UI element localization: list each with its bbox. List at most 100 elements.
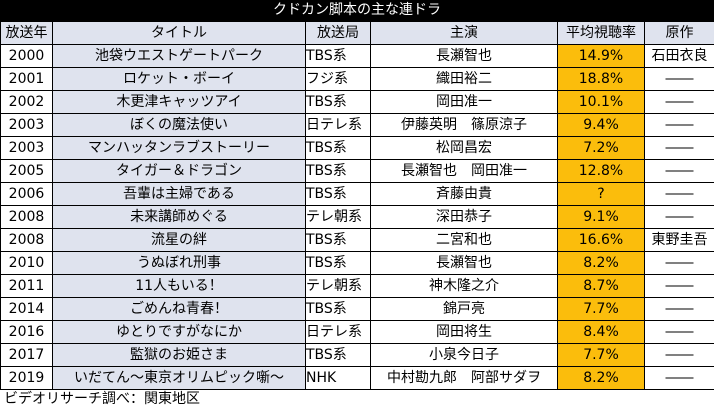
cell-cast: 長瀬智也 [370, 44, 558, 68]
table-row: 2006 吾輩は主婦である TBS系 斉藤由貴? ―― [0, 182, 714, 206]
drama-table: 放送年 タイトル 放送局 主演 平均視聴率 原作 2000 池袋ウエストゲートパー… [0, 21, 714, 390]
cell-network: TBS系 [305, 159, 371, 183]
cell-title: 11人もいる！ [52, 274, 306, 298]
cell-cast: 神木隆之介 [370, 274, 558, 298]
table-title: クドカン脚本の主な連ドラ [0, 0, 714, 21]
cell-original: ―― [644, 297, 714, 321]
cell-year: 2003 [0, 136, 53, 160]
cell-title: ゆとりですがなにか [52, 320, 306, 344]
cell-original: ―― [644, 159, 714, 183]
cell-year: 2000 [0, 44, 53, 68]
cell-cast: 深田恭子 [370, 205, 558, 229]
cell-rating: 18.8% [557, 67, 645, 91]
cell-title: 吾輩は主婦である [52, 182, 306, 206]
cell-title: 監獄のお姫さま [52, 343, 306, 367]
cell-year: 2002 [0, 90, 53, 114]
cell-original: ―― [644, 67, 714, 91]
cell-cast: 錦戸亮 [370, 297, 558, 321]
cell-title: ごめんね青春！ [52, 297, 306, 321]
table-row: 2008 流星の絆 TBS系 二宮和也 16.6% 東野圭吾 [0, 228, 714, 252]
cell-network: 日テレ系 [305, 320, 371, 344]
cell-title: うぬぼれ刑事 [52, 251, 306, 275]
cell-original: ―― [644, 343, 714, 367]
cell-rating: 16.6% [557, 228, 645, 252]
cell-rating: 9.4% [557, 113, 645, 137]
cell-network: TBS系 [305, 182, 371, 206]
cell-rating: 8.2% [557, 366, 645, 390]
cell-original: ―― [644, 90, 714, 114]
cell-year: 2017 [0, 343, 53, 367]
table-row: 2017 監獄のお姫さま TBS系 小泉今日子 7.7% ―― [0, 343, 714, 367]
table-row: 2005 タイガー＆ドラゴン TBS系 長瀬智也 岡田准一 12.8% ―― [0, 159, 714, 183]
cell-title: タイガー＆ドラゴン [52, 159, 306, 183]
cell-network: TBS系 [305, 44, 371, 68]
cell-cast: 小泉今日子 [370, 343, 558, 367]
cell-rating: 12.8% [557, 159, 645, 183]
table-row: 2001 ロケット・ボーイ フジ系 織田裕二 18.8% ―― [0, 67, 714, 91]
cell-cast: 斉藤由貴 [370, 182, 558, 206]
cell-year: 2006 [0, 182, 53, 206]
cell-cast: 長瀬智也 岡田准一 [370, 159, 558, 183]
cell-network: TBS系 [305, 343, 371, 367]
cell-network: NHK [305, 366, 371, 390]
cell-rating: 8.2% [557, 251, 645, 275]
cell-network: TBS系 [305, 297, 371, 321]
cell-title: マンハッタンラブストーリー [52, 136, 306, 160]
cell-title: ぼくの魔法使い [52, 113, 306, 137]
cell-cast: 伊藤英明 篠原涼子 [370, 113, 558, 137]
cell-cast: 織田裕二 [370, 67, 558, 91]
cell-network: TBS系 [305, 228, 371, 252]
cell-year: 2008 [0, 205, 53, 229]
cell-title: 木更津キャッツアイ [52, 90, 306, 114]
cell-year: 2003 [0, 113, 53, 137]
cell-original: ―― [644, 113, 714, 137]
cell-rating: 10.1% [557, 90, 645, 114]
source-note: ビデオリサーチ調べ：関東地区 [4, 391, 200, 407]
cell-year: 2010 [0, 251, 53, 275]
cell-network: フジ系 [305, 67, 371, 91]
cell-original: ―― [644, 366, 714, 390]
header-rating: 平均視聴率 [557, 21, 645, 45]
cell-year: 2005 [0, 159, 53, 183]
header-original: 原作 [644, 21, 714, 45]
cell-original: 石田衣良 [644, 44, 714, 68]
table-row: 2003 ぼくの魔法使い 日テレ系 伊藤英明 篠原涼子 9.4% ―― [0, 113, 714, 137]
table-row: 2016 ゆとりですがなにか 日テレ系 岡田将生 8.4% ―― [0, 320, 714, 344]
cell-cast: 松岡昌宏 [370, 136, 558, 160]
cell-cast: 岡田准一 [370, 90, 558, 114]
cell-original: 東野圭吾 [644, 228, 714, 252]
cell-rating: 7.7% [557, 343, 645, 367]
cell-rating: 8.7% [557, 274, 645, 298]
header-title: タイトル [52, 21, 306, 45]
table-row: 2002 木更津キャッツアイ TBS系 岡田准一 10.1% ―― [0, 90, 714, 114]
cell-network: TBS系 [305, 251, 371, 275]
cell-cast: 長瀬智也 [370, 251, 558, 275]
cell-title: いだてん～東京オリムピック噺～ [52, 366, 306, 390]
cell-cast: 中村勘九郎 阿部サダヲ [370, 366, 558, 390]
cell-year: 2008 [0, 228, 53, 252]
cell-title: 池袋ウエストゲートパーク [52, 44, 306, 68]
cell-year: 2001 [0, 67, 53, 91]
cell-title: 未来講師めぐる [52, 205, 306, 229]
cell-network: テレ朝系 [305, 205, 371, 229]
table-row: 2000 池袋ウエストゲートパーク TBS系 長瀬智也 14.9% 石田衣良 [0, 44, 714, 68]
table-row: 2008 未来講師めぐる テレ朝系 深田恭子 9.1% ―― [0, 205, 714, 229]
cell-rating: 14.9% [557, 44, 645, 68]
table-row: 2019 いだてん～東京オリムピック噺～ NHK 中村勘九郎 阿部サダヲ 8.2% ―― [0, 366, 714, 390]
cell-rating: 7.2% [557, 136, 645, 160]
cell-original: ―― [644, 205, 714, 229]
cell-original: ―― [644, 274, 714, 298]
table-row: 2010 うぬぼれ刑事 TBS系 長瀬智也 8.2% ―― [0, 251, 714, 275]
cell-network: TBS系 [305, 90, 371, 114]
cell-rating: ? [557, 182, 645, 206]
table-row: 2011 11人もいる！ テレ朝系 神木隆之介 8.7% ―― [0, 274, 714, 298]
cell-rating: 9.1% [557, 205, 645, 229]
cell-network: TBS系 [305, 136, 371, 160]
table-header-row: 放送年 タイトル 放送局 主演 平均視聴率 原作 [0, 21, 714, 45]
cell-year: 2019 [0, 366, 53, 390]
cell-original: ―― [644, 251, 714, 275]
header-network: 放送局 [305, 21, 371, 45]
table-body: 2000 池袋ウエストゲートパーク TBS系 長瀬智也 14.9% 石田衣良 2001 ロケッ… [0, 44, 714, 390]
cell-title: 流星の絆 [52, 228, 306, 252]
